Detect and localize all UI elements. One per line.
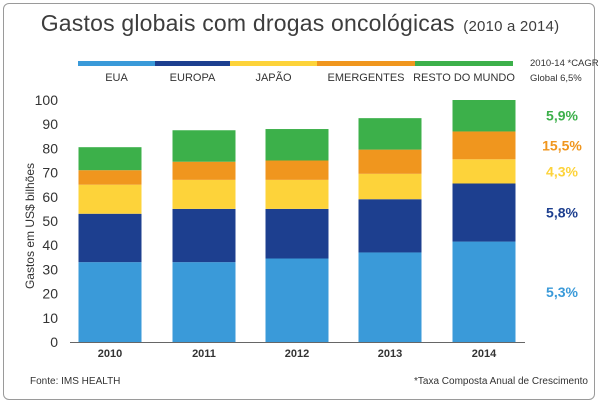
chart-title-sub: (2010 a 2014): [463, 18, 560, 35]
x-tick-label: 2012: [285, 348, 309, 360]
bar-2010-jap-o: [78, 184, 142, 214]
x-tick-label: 2010: [98, 348, 122, 360]
bar-2011-resto-do-mundo: [172, 130, 236, 162]
y-tick-label: 80: [42, 140, 58, 156]
cagr-header-global: Global 6,5%: [530, 73, 582, 84]
bar-2012-resto-do-mundo: [265, 129, 329, 161]
bar-2013-resto-do-mundo: [358, 118, 422, 150]
y-tick-label: 90: [42, 116, 58, 132]
bar-2010-resto-do-mundo: [78, 147, 142, 171]
bar-2014-europa: [452, 183, 516, 242]
y-tick-label: 30: [42, 261, 58, 277]
source-note: Fonte: IMS HEALTH: [30, 376, 120, 387]
legend-label-europa: EUROPA: [170, 72, 216, 84]
cagr-value-jap-o: 4,3%: [546, 163, 578, 179]
legend-swatch-emergentes: [317, 61, 415, 66]
chart-title: Gastos globais com drogas oncológicas (2…: [0, 10, 600, 37]
bar-2012-jap-o: [265, 179, 329, 209]
bar-2011-emergentes: [172, 161, 236, 180]
bar-2010-emergentes: [78, 170, 142, 185]
bar-2014-eua: [452, 241, 516, 342]
bar-2013-europa: [358, 199, 422, 253]
bar-2011-eua: [172, 262, 236, 342]
cagr-value-resto-do-mundo: 5,9%: [546, 108, 578, 124]
bar-2013-jap-o: [358, 173, 422, 200]
footnote: *Taxa Composta Anual de Crescimento: [414, 376, 588, 387]
y-tick-label: 70: [42, 165, 58, 181]
x-tick-label: 2014: [472, 348, 497, 360]
x-tick-label: 2013: [378, 348, 402, 360]
y-tick-label: 50: [42, 213, 58, 229]
cagr-header-period: 2010-14 *CAGR: [530, 58, 599, 69]
bar-2013-emergentes: [358, 149, 422, 174]
chart-title-main: Gastos globais com drogas oncológicas: [40, 10, 455, 36]
bar-2014-emergentes: [452, 131, 516, 160]
x-tick-label: 2011: [192, 348, 216, 360]
bar-2010-europa: [78, 213, 142, 263]
bar-2012-eua: [265, 258, 329, 342]
y-tick-label: 40: [42, 237, 58, 253]
bar-2011-europa: [172, 208, 236, 263]
legend-swatch-jap-o: [230, 61, 317, 66]
legend-label-jap-o: JAPÃO: [255, 71, 292, 84]
y-tick-label: 0: [50, 334, 58, 350]
bar-2012-europa: [265, 208, 329, 259]
bar-2014-resto-do-mundo: [452, 100, 516, 132]
legend-label-emergentes: EMERGENTES: [327, 72, 404, 84]
y-tick-label: 10: [42, 310, 58, 326]
bar-2012-emergentes: [265, 160, 329, 180]
legend-label-eua: EUA: [105, 72, 128, 84]
cagr-value-europa: 5,8%: [546, 205, 578, 221]
y-tick-label: 100: [35, 92, 59, 108]
y-tick-label: 20: [42, 286, 58, 302]
y-tick-label: 60: [42, 189, 58, 205]
y-axis-label: Gastos em US$ bilhões: [23, 163, 37, 289]
legend-label-resto-do-mundo: RESTO DO MUNDO: [413, 72, 515, 84]
cagr-value-eua: 5,3%: [546, 284, 578, 300]
bar-2014-jap-o: [452, 159, 516, 184]
bar-2011-jap-o: [172, 179, 236, 209]
legend-swatch-resto-do-mundo: [415, 61, 513, 66]
legend-swatch-eua: [78, 61, 155, 66]
bar-2010-eua: [78, 262, 142, 342]
legend-swatch-europa: [155, 61, 230, 66]
cagr-value-emergentes: 15,5%: [542, 137, 582, 153]
bar-2013-eua: [358, 252, 422, 342]
